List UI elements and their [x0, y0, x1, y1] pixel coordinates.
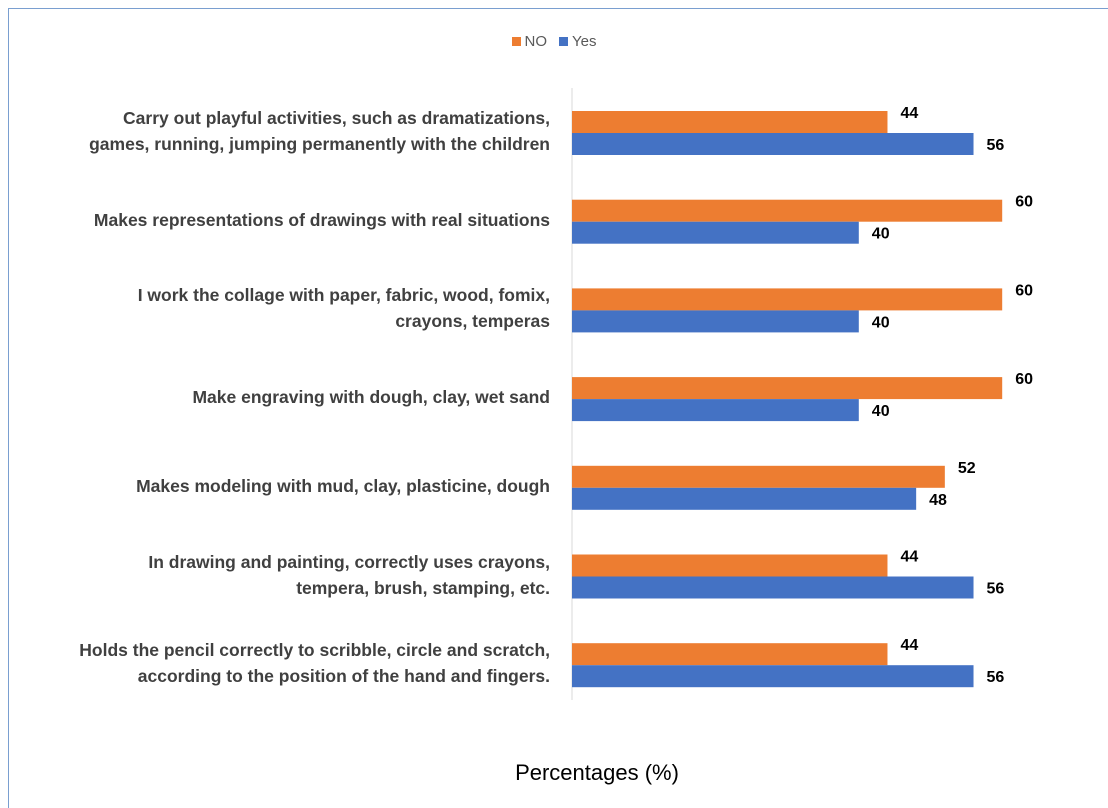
legend-label-yes: Yes [572, 33, 597, 50]
category-label-line: Make engraving with dough, clay, wet san… [192, 387, 550, 408]
data-label-yes: 56 [987, 669, 1005, 686]
data-label-no: 60 [1015, 371, 1033, 388]
legend: NO Yes [0, 33, 1108, 50]
data-label-yes: 40 [872, 226, 890, 243]
bar-no [572, 465, 945, 488]
bar-no [572, 288, 1003, 311]
category-label-line: In drawing and painting, correctly uses … [148, 551, 550, 572]
data-label-yes: 40 [872, 314, 890, 331]
legend-swatch-yes [559, 37, 568, 46]
data-label-no: 60 [1015, 194, 1033, 211]
data-label-yes: 56 [987, 137, 1005, 154]
bar-no [572, 111, 888, 133]
legend-item-yes: Yes [559, 33, 596, 50]
bar-no [572, 643, 888, 666]
data-label-no: 44 [900, 549, 918, 566]
bar-no [572, 199, 1003, 222]
data-label-yes: 40 [872, 403, 890, 420]
bar-yes [572, 665, 974, 688]
category-label: Make engraving with dough, clay, wet san… [0, 384, 550, 410]
bar-yes [572, 576, 974, 599]
category-label: Carry out playful activities, such as dr… [0, 105, 550, 157]
x-axis-label: Percentages (%) [515, 760, 679, 785]
legend-swatch-no [511, 37, 521, 46]
category-label: In drawing and painting, correctly uses … [0, 549, 550, 601]
category-label: Holds the pencil correctly to scribble, … [0, 637, 550, 689]
data-label-no: 60 [1015, 282, 1033, 299]
category-label-line: Carry out playful activities, such as dr… [123, 108, 550, 128]
category-label-line: Makes representations of drawings with r… [93, 209, 550, 230]
category-label-line: Holds the pencil correctly to scribble, … [79, 640, 550, 661]
category-label: Makes modeling with mud, clay, plasticin… [0, 473, 550, 499]
category-label-line: crayons, temperas [395, 311, 550, 332]
data-label-yes: 48 [929, 492, 947, 509]
bar-yes [572, 487, 917, 510]
legend-item-no: NO [511, 33, 548, 50]
bar-yes [572, 310, 859, 333]
category-label-line: I work the collage with paper, fabric, w… [137, 285, 550, 306]
bar-no [572, 554, 888, 577]
category-label-line: games, running, jumping permanently with… [89, 134, 550, 154]
bar-yes [572, 133, 974, 155]
data-label-yes: 56 [987, 581, 1005, 598]
category-label: I work the collage with paper, fabric, w… [0, 282, 550, 334]
bar-yes [572, 221, 859, 244]
bar-no [572, 377, 1003, 400]
category-label-line: tempera, brush, stamping, etc. [296, 577, 550, 598]
data-label-no: 52 [958, 460, 976, 477]
legend-label-no: NO [524, 33, 548, 50]
bar-yes [572, 399, 859, 422]
data-label-no: 44 [900, 105, 918, 122]
category-label-line: Makes modeling with mud, clay, plasticin… [136, 475, 550, 496]
data-label-no: 44 [900, 637, 918, 654]
category-label-line: according to the position of the hand an… [137, 666, 550, 687]
category-label: Makes representations of drawings with r… [0, 207, 550, 233]
